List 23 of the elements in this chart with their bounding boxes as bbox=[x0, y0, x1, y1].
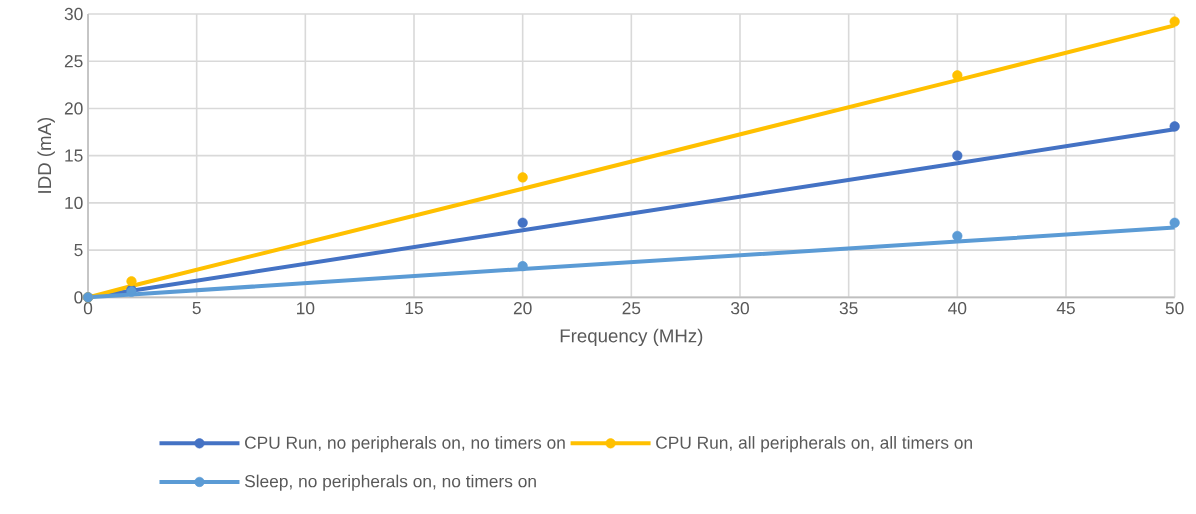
y-tick-label: 5 bbox=[74, 244, 83, 257]
y-tick-label: 0 bbox=[74, 291, 83, 304]
y-axis-title: IDD (mA) bbox=[37, 117, 55, 193]
x-tick-label: 30 bbox=[731, 302, 749, 315]
x-tick-label: 0 bbox=[83, 302, 93, 315]
y-tick-label: 10 bbox=[65, 196, 83, 210]
x-tick-label: 40 bbox=[948, 302, 967, 315]
x-tick-label: 10 bbox=[297, 302, 315, 315]
x-tick-label: 45 bbox=[1056, 302, 1075, 315]
x-tick-label: 20 bbox=[513, 302, 532, 315]
x-tick-label: 25 bbox=[622, 302, 641, 315]
y-tick-label: 15 bbox=[65, 149, 83, 162]
x-tick-label: 15 bbox=[405, 302, 423, 315]
y-tick-label: 25 bbox=[64, 55, 83, 68]
legend-label: CPU Run, all peripherals on, all timers on bbox=[656, 436, 972, 453]
legend-label: CPU Run, no peripherals on, no timers on bbox=[245, 436, 565, 453]
y-tick-label: 20 bbox=[64, 102, 83, 115]
x-axis-title: Frequency (MHz) bbox=[560, 328, 703, 347]
y-tick-label: 30 bbox=[64, 7, 83, 21]
x-tick-label: 50 bbox=[1165, 302, 1184, 315]
x-tick-label: 5 bbox=[192, 302, 201, 315]
legend-label: Sleep, no peripherals on, no timers on bbox=[244, 474, 536, 491]
x-tick-label: 35 bbox=[839, 302, 858, 315]
